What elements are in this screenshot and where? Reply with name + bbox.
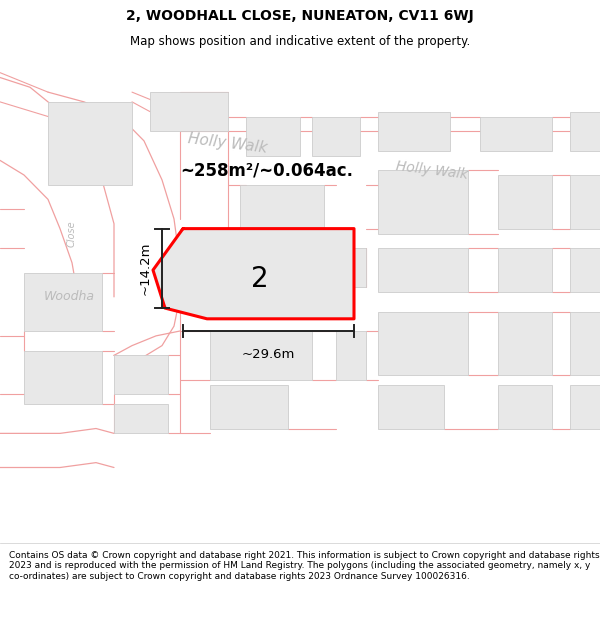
Text: ~14.2m: ~14.2m (138, 242, 151, 295)
Text: Woodha: Woodha (44, 291, 95, 303)
Polygon shape (570, 248, 600, 292)
Polygon shape (498, 175, 552, 229)
Polygon shape (24, 272, 102, 331)
Polygon shape (240, 248, 324, 287)
Text: Holly Walk: Holly Walk (187, 131, 269, 156)
Polygon shape (210, 384, 288, 429)
Polygon shape (570, 384, 600, 429)
Polygon shape (336, 331, 366, 380)
Polygon shape (498, 384, 552, 429)
Polygon shape (150, 92, 228, 131)
Polygon shape (378, 311, 468, 375)
Polygon shape (498, 311, 552, 375)
Polygon shape (498, 248, 552, 292)
Polygon shape (378, 248, 468, 292)
Polygon shape (24, 351, 102, 404)
Polygon shape (378, 112, 450, 151)
Text: 2, WOODHALL CLOSE, NUNEATON, CV11 6WJ: 2, WOODHALL CLOSE, NUNEATON, CV11 6WJ (126, 9, 474, 23)
Text: ~29.6m: ~29.6m (242, 348, 295, 361)
Text: Contains OS data © Crown copyright and database right 2021. This information is : Contains OS data © Crown copyright and d… (9, 551, 599, 581)
Polygon shape (570, 175, 600, 229)
Polygon shape (570, 311, 600, 375)
Text: 2: 2 (251, 265, 269, 293)
Polygon shape (246, 116, 300, 156)
Polygon shape (378, 384, 444, 429)
Polygon shape (153, 229, 354, 319)
Polygon shape (48, 102, 132, 185)
Polygon shape (312, 116, 360, 156)
Polygon shape (378, 170, 468, 234)
Text: Close: Close (67, 220, 77, 247)
Text: Map shows position and indicative extent of the property.: Map shows position and indicative extent… (130, 35, 470, 48)
Polygon shape (210, 331, 312, 380)
Polygon shape (480, 116, 552, 151)
Polygon shape (114, 356, 168, 394)
Polygon shape (336, 248, 366, 287)
Polygon shape (114, 404, 168, 433)
Polygon shape (240, 185, 324, 229)
Polygon shape (570, 112, 600, 151)
Text: ~258m²/~0.064ac.: ~258m²/~0.064ac. (180, 161, 353, 179)
Text: Holly Walk: Holly Walk (395, 159, 469, 181)
